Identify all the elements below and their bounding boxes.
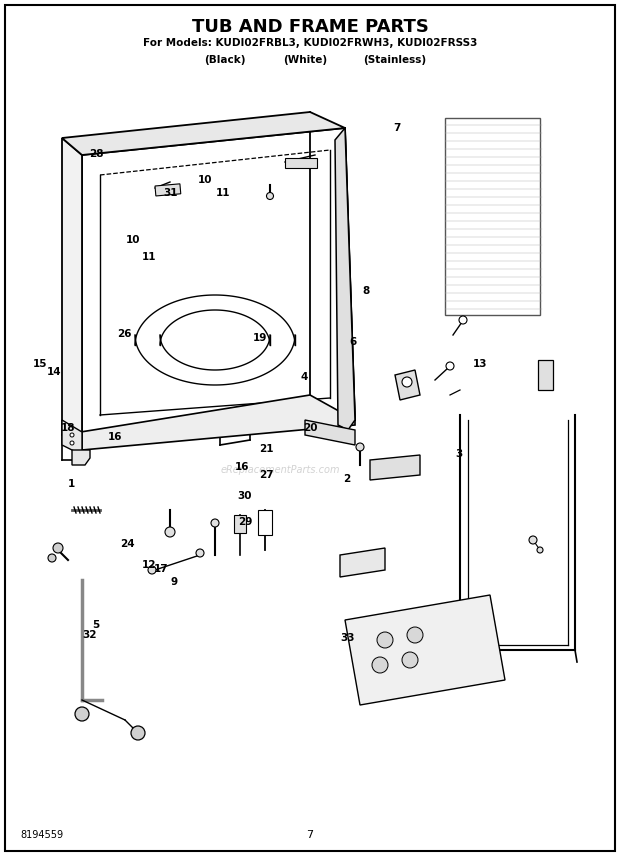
Bar (285, 158, 317, 168)
Text: 7: 7 (306, 830, 314, 840)
Text: 13: 13 (473, 359, 488, 369)
Text: 26: 26 (117, 329, 131, 339)
Text: 6: 6 (350, 337, 357, 348)
Text: For Models: KUDI02FRBL3, KUDI02FRWH3, KUDI02FRSS3: For Models: KUDI02FRBL3, KUDI02FRWH3, KU… (143, 38, 477, 48)
Circle shape (459, 316, 467, 324)
Text: 16: 16 (107, 431, 122, 442)
Polygon shape (62, 420, 82, 455)
Text: 17: 17 (154, 564, 169, 574)
Polygon shape (335, 128, 355, 430)
Text: 29: 29 (237, 517, 252, 527)
Polygon shape (72, 450, 90, 465)
Circle shape (407, 627, 423, 643)
Circle shape (372, 657, 388, 673)
Text: 7: 7 (393, 123, 401, 134)
Text: 32: 32 (82, 630, 97, 640)
Circle shape (402, 377, 412, 387)
Bar (538, 360, 553, 390)
Polygon shape (370, 455, 420, 480)
Text: 4: 4 (300, 372, 308, 382)
Text: TUB AND FRAME PARTS: TUB AND FRAME PARTS (192, 18, 428, 36)
Text: 10: 10 (197, 175, 212, 185)
Text: 27: 27 (259, 470, 274, 480)
Circle shape (70, 433, 74, 437)
Text: 16: 16 (234, 461, 249, 472)
Text: 2: 2 (343, 474, 351, 484)
Polygon shape (62, 395, 355, 450)
Text: (Black): (Black) (204, 55, 246, 65)
Text: 24: 24 (120, 538, 135, 549)
Text: 33: 33 (340, 633, 355, 643)
Text: 15: 15 (33, 359, 48, 369)
Circle shape (356, 443, 364, 451)
Text: 31: 31 (163, 187, 178, 198)
Text: 21: 21 (259, 444, 274, 455)
Text: 12: 12 (141, 560, 156, 570)
Polygon shape (305, 420, 355, 445)
Text: 11: 11 (141, 252, 156, 262)
Text: 1: 1 (68, 479, 75, 489)
Circle shape (537, 547, 543, 553)
Polygon shape (62, 112, 345, 155)
Circle shape (148, 566, 156, 574)
Polygon shape (395, 370, 420, 400)
Text: 20: 20 (303, 423, 317, 433)
Text: 30: 30 (237, 491, 252, 502)
Text: 5: 5 (92, 620, 100, 630)
Bar (258, 510, 272, 535)
Text: (White): (White) (283, 55, 327, 65)
Text: 8: 8 (362, 286, 370, 296)
Circle shape (75, 707, 89, 721)
Text: eReplacementParts.com: eReplacementParts.com (220, 465, 340, 475)
Circle shape (48, 554, 56, 562)
Text: (Stainless): (Stainless) (363, 55, 427, 65)
Circle shape (70, 441, 74, 445)
Bar (155, 184, 181, 196)
Circle shape (377, 632, 393, 648)
Text: 18: 18 (61, 423, 76, 433)
Text: 10: 10 (126, 235, 141, 245)
Bar (234, 515, 246, 533)
Text: 8194559: 8194559 (20, 830, 63, 840)
Polygon shape (445, 118, 540, 315)
Text: 19: 19 (253, 333, 268, 343)
Circle shape (211, 519, 219, 527)
Circle shape (402, 652, 418, 668)
Text: 9: 9 (170, 577, 177, 587)
Polygon shape (62, 138, 82, 450)
Text: 3: 3 (455, 449, 463, 459)
Circle shape (446, 362, 454, 370)
Text: 11: 11 (216, 187, 231, 198)
Circle shape (529, 536, 537, 544)
Text: 28: 28 (89, 149, 104, 159)
Polygon shape (340, 548, 385, 577)
Circle shape (53, 543, 63, 553)
Polygon shape (345, 595, 505, 705)
Circle shape (165, 527, 175, 537)
Circle shape (131, 726, 145, 740)
Text: 14: 14 (46, 367, 61, 377)
Circle shape (267, 193, 273, 199)
Circle shape (196, 549, 204, 557)
